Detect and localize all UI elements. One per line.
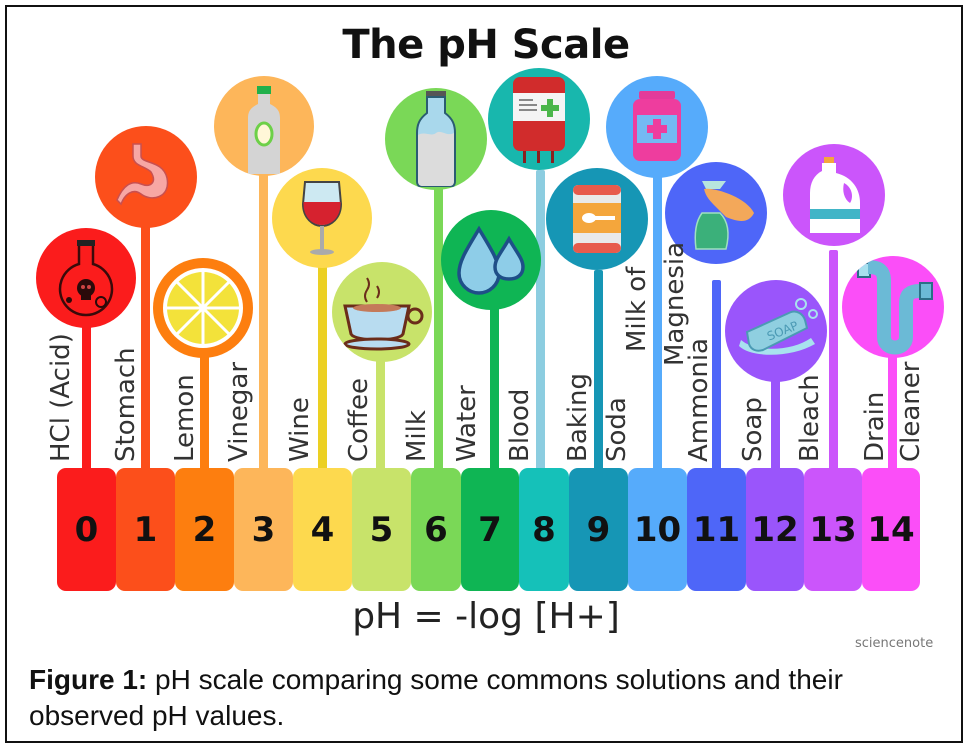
label-ph-1: Stomach: [111, 347, 141, 462]
label-ph-9a: Baking: [563, 372, 593, 462]
chart-title: The pH Scale: [342, 22, 630, 68]
label-ph-13: Bleach: [795, 374, 825, 462]
label-ph-8: Blood: [505, 388, 535, 462]
stem-3: [259, 170, 268, 470]
label-ph-11: Ammonia: [684, 338, 714, 462]
stem-4: [318, 250, 327, 470]
vinegar-bottle-icon: [214, 76, 314, 176]
label-ph-12: Soap: [738, 397, 768, 462]
ph-bar-5: 5: [352, 468, 411, 591]
label-ph-10a: Milk of: [622, 266, 652, 352]
figure-caption: Figure 1: pH scale comparing some common…: [29, 662, 929, 734]
caption-prefix: Figure 1:: [29, 664, 148, 695]
stem-13: [829, 250, 838, 470]
stem-1: [141, 225, 150, 470]
coffee-cup-icon: [332, 262, 432, 362]
stem-0: [82, 300, 91, 470]
stem-9: [594, 270, 603, 560]
ph-bar-2: 2: [175, 468, 234, 591]
stem-11: [712, 280, 721, 470]
milk-bottle-icon: [385, 88, 487, 190]
ph-bar-9: 9: [569, 468, 628, 591]
label-ph-3: Vinegar: [224, 361, 254, 462]
caption-text: pH scale comparing some commons solution…: [29, 664, 843, 731]
blood-bag-icon: [488, 68, 590, 170]
ph-bar-3: 3: [234, 468, 293, 591]
stem-7: [490, 300, 499, 470]
ph-bar-13: 13: [804, 468, 862, 591]
label-ph-14b: Cleaner: [896, 361, 926, 462]
stem-14: [888, 350, 897, 470]
label-ph-5: Coffee: [344, 378, 374, 462]
ph-bar-12: 12: [746, 468, 804, 591]
lemon-slice-icon: [153, 258, 253, 358]
ph-bar-0: 0: [57, 468, 116, 591]
ph-bar-4: 4: [293, 468, 352, 591]
baking-soda-can-icon: [546, 168, 648, 270]
ph-bar-1: 1: [116, 468, 175, 591]
wine-glass-icon: [272, 168, 372, 268]
stomach-icon: [95, 126, 197, 228]
label-ph-4: Wine: [285, 397, 315, 462]
water-drops-icon: [441, 210, 541, 310]
stem-10: [653, 170, 662, 470]
stem-12: [771, 350, 780, 470]
ph-formula: pH = -log [H+]: [352, 596, 620, 637]
medicine-jar-icon: [606, 76, 708, 178]
ph-bar-14: 14: [862, 468, 920, 591]
label-ph-0: HCl (Acid): [46, 333, 76, 462]
bleach-jug-icon: [783, 144, 885, 246]
soap-bar-icon: SOAP: [725, 280, 827, 382]
drain-pipe-icon: [842, 256, 944, 358]
ph-bar-11: 11: [687, 468, 746, 591]
ph-bar-7: 7: [461, 468, 519, 591]
source-credit: sciencenote: [855, 636, 934, 651]
ph-bar-10: 10: [628, 468, 687, 591]
label-ph-7: Water: [452, 385, 482, 462]
ph-bar-8: 8: [519, 468, 569, 591]
stem-8: [536, 170, 545, 470]
poison-flask-icon: [36, 228, 136, 328]
label-ph-14a: Drain: [860, 391, 890, 462]
spray-bottle-icon: [665, 162, 767, 264]
stem-6: [434, 180, 443, 470]
label-ph-9b: Soda: [602, 397, 632, 462]
label-ph-2: Lemon: [170, 374, 200, 462]
stem-5: [376, 350, 385, 470]
label-ph-6: Milk: [402, 410, 432, 462]
stem-2: [200, 345, 209, 470]
ph-bar-6: 6: [411, 468, 461, 591]
